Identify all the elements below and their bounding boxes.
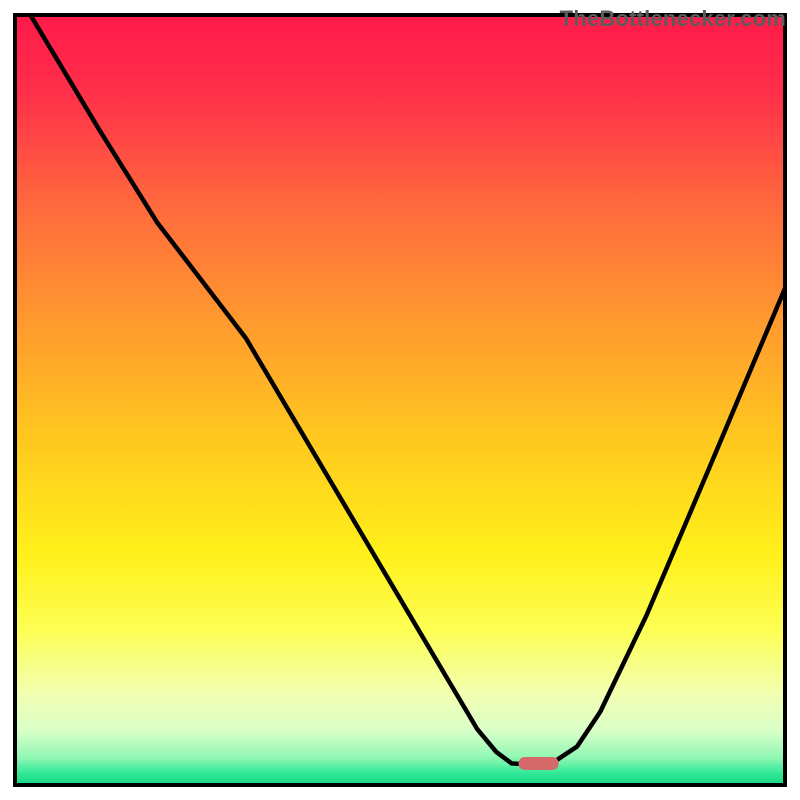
bottleneck-chart — [0, 0, 800, 800]
chart-background — [15, 15, 785, 785]
watermark-text: TheBottlenecker.com — [560, 6, 786, 32]
optimal-marker — [519, 757, 559, 770]
chart-container: TheBottlenecker.com — [0, 0, 800, 800]
